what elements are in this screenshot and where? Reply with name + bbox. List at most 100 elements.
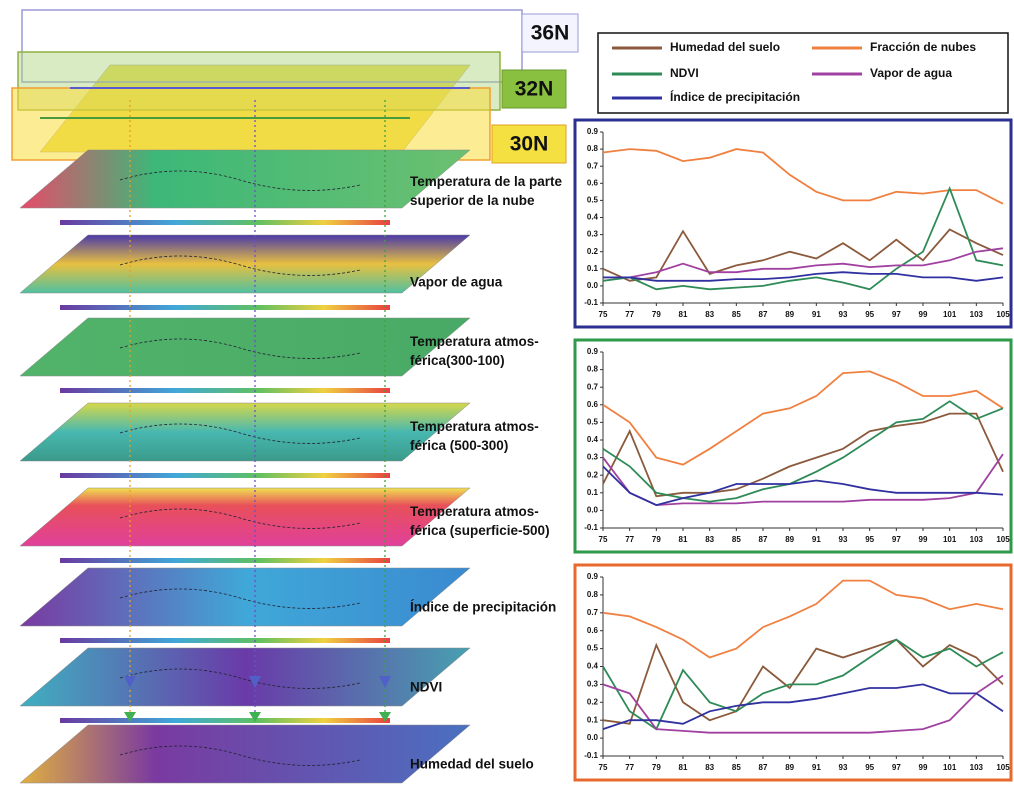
chart-frame (575, 120, 1011, 327)
x-tick-label: 97 (892, 535, 901, 544)
y-tick-label: 0.4 (587, 662, 599, 671)
y-tick-label: 0.7 (587, 608, 599, 617)
map-layer (20, 150, 470, 208)
y-tick-label: 0.1 (587, 715, 599, 724)
y-tick-label: 0.4 (587, 213, 599, 222)
color-bar (60, 388, 390, 393)
x-tick-label: 77 (625, 535, 634, 544)
y-tick-label: 0.0 (587, 733, 599, 742)
map-layer (20, 488, 470, 546)
y-tick-label: 0.1 (587, 488, 599, 497)
layer-label: Temperatura atmos- (410, 334, 539, 349)
x-tick-label: 101 (943, 763, 957, 772)
legend-label: Vapor de agua (870, 66, 952, 80)
y-tick-label: 0.8 (587, 365, 599, 374)
x-tick-label: 75 (599, 763, 608, 772)
x-tick-label: 77 (625, 310, 634, 319)
map-layer (20, 235, 470, 293)
latitude-label: 30N (510, 133, 549, 156)
layer-label: férica (500-300) (410, 438, 508, 453)
legend: Humedad del suelo Fracción de nubes NDVI Va… (598, 33, 1008, 113)
layer-label: Vapor de agua (410, 275, 503, 290)
y-tick-label: 0.6 (587, 178, 599, 187)
x-tick-label: 103 (970, 763, 984, 772)
x-tick-label: 87 (759, 310, 768, 319)
y-tick-label: 0.7 (587, 382, 599, 391)
y-tick-label: 0.5 (587, 196, 599, 205)
x-tick-label: 93 (839, 535, 848, 544)
map-layer (20, 403, 470, 461)
x-tick-label: 91 (812, 763, 821, 772)
layer-label: férica(300-100) (410, 353, 505, 368)
y-tick-label: 0.5 (587, 418, 599, 427)
map-layer (20, 568, 470, 626)
x-tick-label: 99 (919, 310, 928, 319)
x-tick-label: 105 (996, 763, 1010, 772)
x-tick-label: 101 (943, 310, 957, 319)
y-tick-label: 0.8 (587, 144, 599, 153)
map-stack: 36N 32N 30N Temperatura de la parte superior… (12, 10, 578, 791)
chart-frame (575, 340, 1011, 552)
x-tick-label: 83 (705, 763, 714, 772)
legend-label: Humedad del suelo (670, 40, 780, 54)
y-tick-label: 0.3 (587, 453, 599, 462)
latitude-label: 32N (515, 78, 554, 101)
x-tick-label: 83 (705, 310, 714, 319)
color-bar (60, 305, 390, 310)
x-tick-label: 91 (812, 310, 821, 319)
chart-frame (575, 565, 1011, 780)
latitude-label: 36N (531, 22, 570, 45)
layer-label: Temperatura atmos- (410, 419, 539, 434)
x-tick-label: 89 (785, 763, 794, 772)
x-tick-label: 95 (865, 535, 874, 544)
y-tick-label: 0.2 (587, 247, 599, 256)
layer-label: NDVI (410, 680, 442, 695)
layer-label: superior de la nube (410, 193, 535, 208)
x-tick-label: 77 (625, 763, 634, 772)
color-bar (60, 473, 390, 478)
y-tick-label: 0.0 (587, 506, 599, 515)
color-bar (60, 718, 390, 723)
figure: 36N 32N 30N Temperatura de la parte superior… (0, 0, 1014, 791)
x-tick-label: 97 (892, 763, 901, 772)
x-tick-label: 81 (679, 535, 688, 544)
map-layer (20, 648, 470, 706)
x-tick-label: 85 (732, 310, 741, 319)
y-tick-label: 0.9 (587, 347, 599, 356)
x-tick-label: 99 (919, 763, 928, 772)
charts: -0.1 0.0 0.1 0.2 0.3 0.4 0.5 0.6 0.7 0.8 0.9 75 77 79… (575, 120, 1011, 780)
color-bar (60, 638, 390, 643)
y-tick-label: 0.0 (587, 281, 599, 290)
legend-label: NDVI (670, 66, 699, 80)
layer-label: Temperatura atmos- (410, 504, 539, 519)
latitude-band (12, 88, 490, 160)
x-tick-label: 79 (652, 535, 661, 544)
layer-label: Temperatura de la parte (410, 174, 563, 189)
x-tick-label: 93 (839, 763, 848, 772)
y-tick-label: 0.6 (587, 400, 599, 409)
x-tick-label: 87 (759, 763, 768, 772)
y-tick-label: 0.6 (587, 626, 599, 635)
x-tick-label: 79 (652, 763, 661, 772)
y-tick-label: 0.9 (587, 572, 599, 581)
legend-label: Fracción de nubes (870, 40, 976, 54)
x-tick-label: 81 (679, 310, 688, 319)
x-tick-label: 103 (970, 310, 984, 319)
x-tick-label: 75 (599, 535, 608, 544)
x-tick-label: 97 (892, 310, 901, 319)
y-tick-label: 0.4 (587, 435, 599, 444)
y-tick-label: 0.9 (587, 127, 599, 136)
y-tick-label: 0.7 (587, 161, 599, 170)
color-bar (60, 220, 390, 225)
x-tick-label: 103 (970, 535, 984, 544)
x-tick-label: 89 (785, 310, 794, 319)
y-tick-label: 0.3 (587, 230, 599, 239)
x-tick-label: 101 (943, 535, 957, 544)
y-tick-label: 0.2 (587, 697, 599, 706)
legend-label: Índice de precipitación (670, 89, 800, 104)
y-tick-label: 0.2 (587, 470, 599, 479)
y-tick-label: 0.1 (587, 264, 599, 273)
y-tick-label: -0.1 (584, 523, 598, 532)
x-tick-label: 105 (996, 310, 1010, 319)
y-tick-label: -0.1 (584, 751, 598, 760)
